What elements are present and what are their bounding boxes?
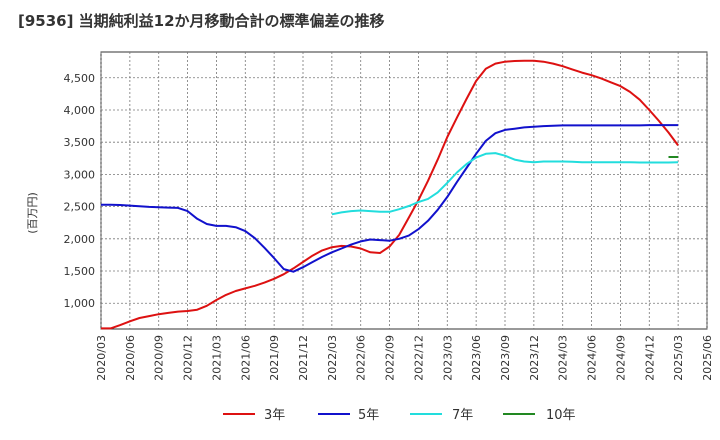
legend-label: 5年: [358, 408, 379, 423]
legend-label: 10年: [546, 408, 576, 423]
legend: 3年 5年 7年 10年: [223, 408, 576, 423]
x-tick-label: 2024/12: [643, 335, 656, 381]
x-tick-label: 2023/06: [470, 335, 483, 381]
y-tick-label: 4,000: [64, 104, 96, 117]
x-tick-label: 2023/09: [499, 335, 512, 381]
y-tick-label: 3,000: [64, 168, 96, 181]
legend-label: 3年: [264, 408, 285, 423]
y-tick-label: 1,500: [64, 265, 96, 278]
x-tick-label: 2023/03: [441, 335, 454, 381]
series-line-3年: [101, 59, 679, 330]
x-tick-labels: 2020/03 2020/06 2020/09 2020/12 2021/03 2021/…: [95, 335, 714, 381]
y-tick-label: 3,500: [64, 136, 96, 149]
x-tick-label: 2021/03: [210, 335, 223, 381]
legend-label: 7年: [452, 408, 473, 423]
x-tick-label: 2020/12: [182, 335, 195, 381]
y-gridlines: [101, 77, 707, 304]
x-tick-label: 2020/06: [124, 335, 137, 381]
x-tick-label: 2021/09: [268, 335, 281, 381]
x-tick-label: 2022/12: [412, 335, 425, 381]
y-tick-label: 4,500: [64, 72, 96, 85]
x-tick-label: 2020/03: [95, 335, 108, 381]
x-tick-label: 2024/03: [557, 335, 570, 381]
series-line-5年: [101, 124, 679, 273]
y-tick-label: 2,500: [64, 201, 96, 214]
x-tick-label: 2023/12: [528, 335, 541, 381]
x-tick-label: 2024/09: [614, 335, 627, 381]
y-tick-label: 2,000: [64, 233, 96, 246]
x-tick-label: 2021/06: [239, 335, 252, 381]
x-tick-label: 2022/03: [326, 335, 339, 381]
x-tick-label: 2025/03: [672, 335, 685, 381]
x-tick-label: 2022/09: [384, 335, 397, 381]
x-tick-label: 2021/12: [297, 335, 310, 381]
chart-title: [9536] 当期純利益12か月移動合計の標準偏差の推移: [18, 12, 385, 30]
series-line-7年: [331, 152, 679, 216]
plot-area: [100, 51, 708, 330]
y-tick-label: 1,000: [64, 297, 96, 310]
x-tick-label: 2020/09: [153, 335, 166, 381]
series-lines: [101, 59, 679, 330]
x-tick-label: 2024/06: [586, 335, 599, 381]
x-tick-label: 2025/06: [701, 335, 714, 381]
y-tick-labels: 1,000 1,500 2,000 2,500 3,000 3,500 4,000 4,500: [64, 72, 96, 310]
x-tick-label: 2022/06: [355, 335, 368, 381]
